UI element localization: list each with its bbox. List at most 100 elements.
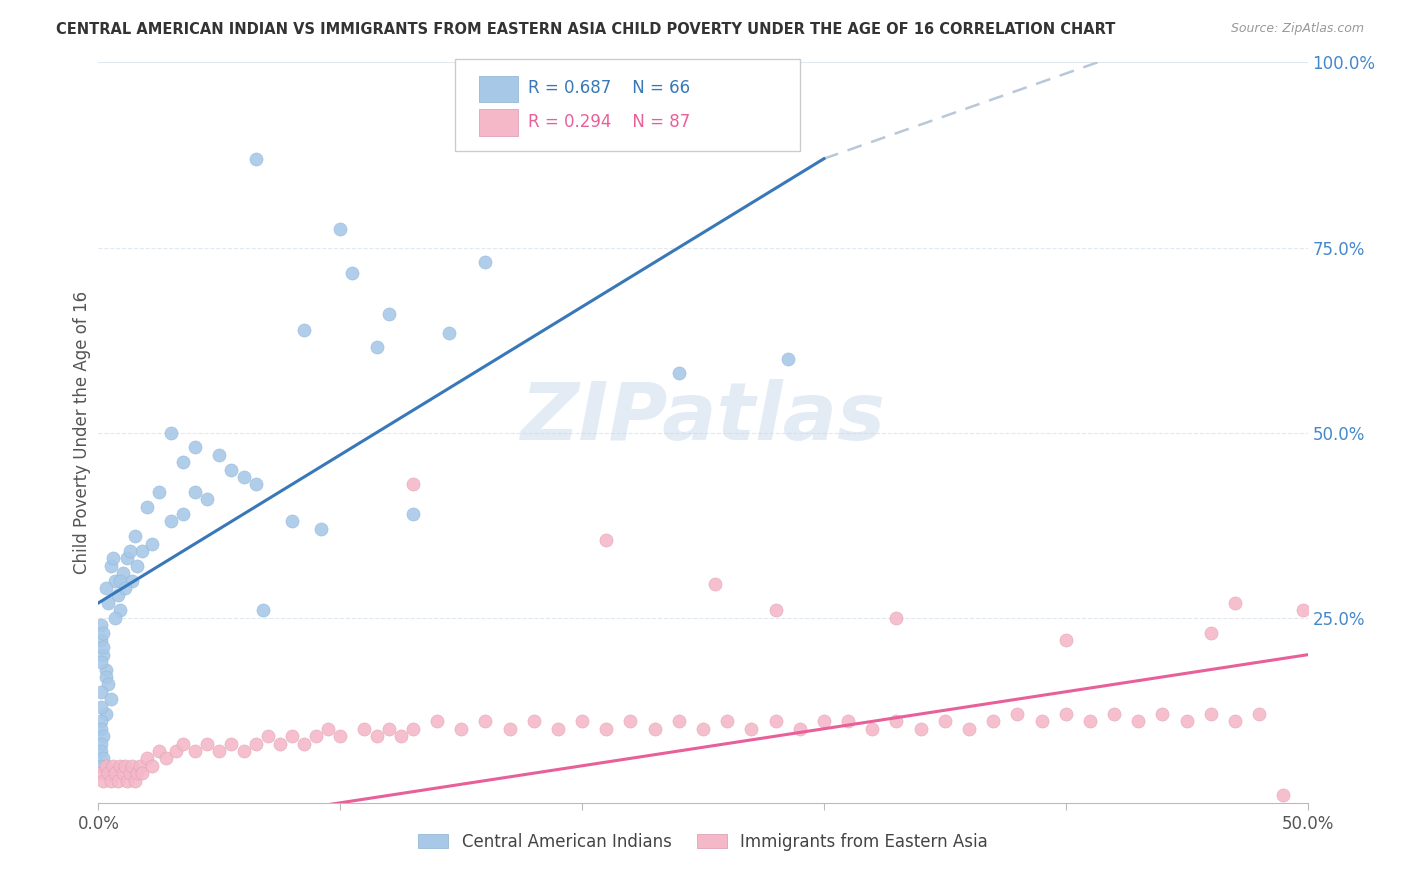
Point	[668, 367, 690, 381]
Point	[1054, 632, 1077, 647]
Point	[1152, 706, 1174, 721]
Point	[595, 533, 617, 547]
Point	[101, 551, 124, 566]
Point	[281, 729, 304, 743]
Point	[232, 470, 254, 484]
Point	[221, 462, 243, 476]
Point	[1128, 714, 1150, 729]
Point	[111, 566, 134, 581]
Point	[104, 574, 127, 588]
Point	[148, 484, 170, 499]
Point	[208, 448, 231, 462]
Point	[141, 758, 163, 772]
Point	[1078, 714, 1101, 729]
Point	[1199, 706, 1222, 721]
Point	[498, 88, 520, 103]
Point	[1223, 714, 1246, 729]
Point	[124, 773, 146, 788]
Legend: Central American Indians, Immigrants from Eastern Asia: Central American Indians, Immigrants fro…	[412, 826, 994, 857]
Point	[498, 722, 520, 736]
Point	[90, 737, 112, 751]
Point	[571, 714, 593, 729]
Point	[1054, 706, 1077, 721]
Point	[353, 722, 375, 736]
Point	[114, 758, 136, 772]
Point	[148, 744, 170, 758]
Point	[100, 558, 122, 573]
Point	[184, 744, 207, 758]
Point	[740, 722, 762, 736]
Point	[100, 692, 122, 706]
Point	[128, 758, 150, 772]
Point	[366, 341, 388, 355]
Point	[329, 729, 352, 743]
Point	[474, 255, 496, 269]
Point	[789, 722, 811, 736]
Point	[957, 722, 980, 736]
Point	[108, 574, 131, 588]
Point	[131, 766, 153, 780]
Point	[292, 737, 315, 751]
Point	[523, 714, 546, 729]
Point	[90, 714, 112, 729]
Point	[402, 507, 425, 521]
Text: ZIPatlas: ZIPatlas	[520, 379, 886, 457]
Point	[118, 544, 141, 558]
Point	[377, 722, 399, 736]
Point	[91, 625, 114, 640]
Point	[94, 581, 117, 595]
Point	[245, 737, 267, 751]
Point	[90, 685, 112, 699]
Point	[450, 722, 472, 736]
Point	[245, 152, 267, 166]
Point	[245, 477, 267, 491]
Point	[184, 441, 207, 455]
Point	[90, 618, 112, 632]
Point	[1175, 714, 1198, 729]
Text: CENTRAL AMERICAN INDIAN VS IMMIGRANTS FROM EASTERN ASIA CHILD POVERTY UNDER THE : CENTRAL AMERICAN INDIAN VS IMMIGRANTS FR…	[56, 22, 1115, 37]
Point	[765, 603, 787, 617]
FancyBboxPatch shape	[479, 76, 517, 103]
Point	[160, 425, 183, 440]
Point	[860, 722, 883, 736]
Point	[117, 773, 139, 788]
Point	[474, 714, 496, 729]
Point	[547, 722, 569, 736]
Point	[90, 722, 112, 736]
Point	[1292, 603, 1315, 617]
Point	[160, 515, 183, 529]
Point	[104, 766, 127, 780]
Point	[342, 267, 364, 281]
Point	[91, 751, 114, 765]
Point	[366, 729, 388, 743]
Point	[108, 603, 131, 617]
Point	[94, 706, 117, 721]
Point	[111, 766, 134, 780]
FancyBboxPatch shape	[479, 109, 517, 136]
Point	[437, 326, 460, 340]
Point	[195, 492, 218, 507]
Point	[127, 766, 149, 780]
Point	[402, 477, 425, 491]
Point	[1102, 706, 1125, 721]
Y-axis label: Child Poverty Under the Age of 16: Child Poverty Under the Age of 16	[73, 291, 91, 574]
Point	[765, 714, 787, 729]
Point	[91, 648, 114, 662]
Point	[101, 758, 124, 772]
Point	[776, 351, 799, 366]
Point	[377, 307, 399, 321]
Point	[195, 737, 218, 751]
Point	[172, 737, 194, 751]
Point	[155, 751, 177, 765]
Point	[114, 581, 136, 595]
Point	[97, 596, 120, 610]
Point	[910, 722, 932, 736]
Point	[886, 714, 908, 729]
Point	[135, 751, 157, 765]
Point	[644, 722, 666, 736]
Point	[172, 507, 194, 521]
Point	[91, 773, 114, 788]
Point	[165, 744, 187, 758]
Point	[221, 737, 243, 751]
Point	[1007, 706, 1029, 721]
